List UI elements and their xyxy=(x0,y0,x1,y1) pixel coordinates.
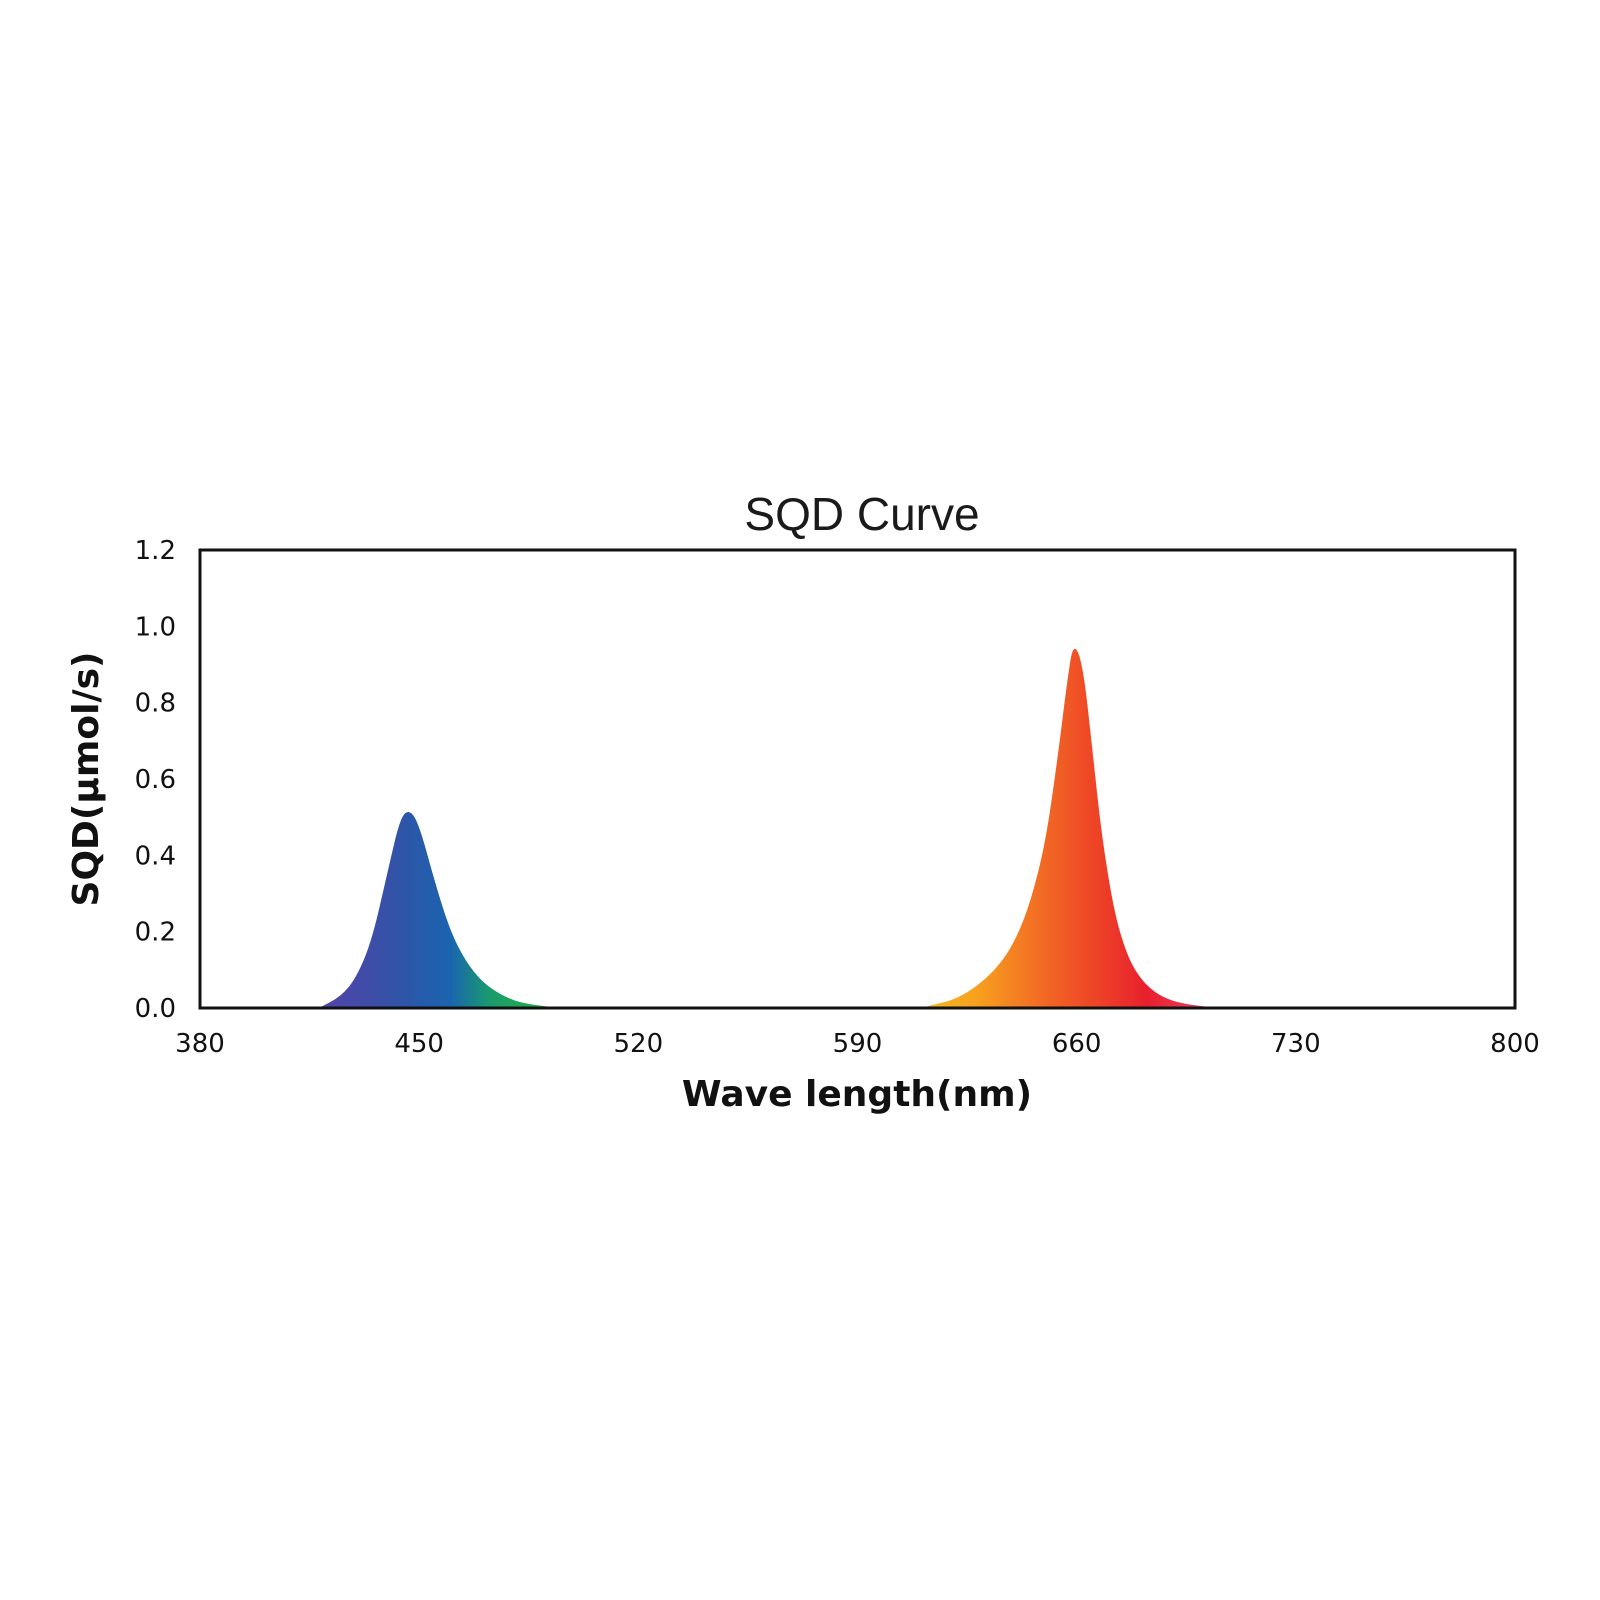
y-tick-label: 1.2 xyxy=(135,536,176,566)
x-tick-label: 800 xyxy=(1490,1029,1540,1059)
y-tick-label: 0.8 xyxy=(135,689,176,719)
y-axis-ticks: 0.0 0.2 0.4 0.6 0.8 1.0 1.2 xyxy=(135,536,176,1024)
x-axis-ticks: 380 450 520 590 660 730 800 xyxy=(175,1029,1540,1059)
x-tick-label: 380 xyxy=(175,1029,225,1059)
x-tick-label: 520 xyxy=(614,1029,664,1059)
x-axis-label: Wave length(nm) xyxy=(682,1074,1032,1115)
x-tick-label: 660 xyxy=(1052,1029,1102,1059)
x-tick-label: 730 xyxy=(1271,1029,1321,1059)
spectrum-areas xyxy=(319,648,1218,1008)
y-tick-label: 0.4 xyxy=(135,841,176,871)
y-tick-label: 0.0 xyxy=(135,994,176,1024)
chart-title: SQD Curve xyxy=(744,488,979,540)
x-tick-label: 450 xyxy=(394,1029,444,1059)
spectrum-peak-1 xyxy=(319,812,561,1008)
plot-frame xyxy=(198,548,1517,1010)
x-tick-label: 590 xyxy=(833,1029,883,1059)
spectrum-peak-2 xyxy=(920,648,1218,1008)
y-tick-label: 0.2 xyxy=(135,918,176,948)
y-axis-label: SQD(μmol/s) xyxy=(66,652,107,907)
y-tick-label: 0.6 xyxy=(135,765,176,795)
y-tick-label: 1.0 xyxy=(135,612,176,642)
